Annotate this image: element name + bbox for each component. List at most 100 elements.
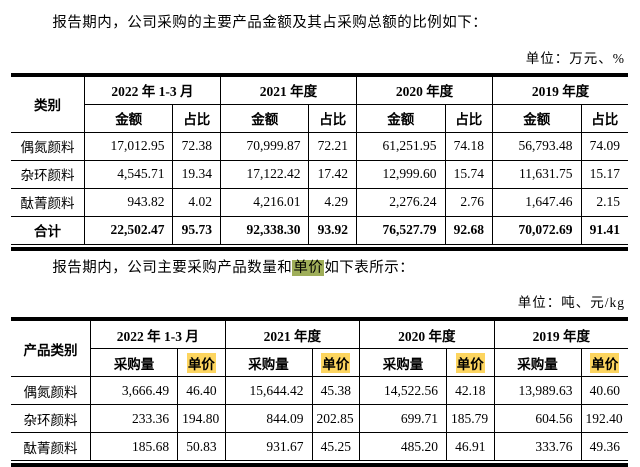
t2-cell: 3,666.49 — [90, 376, 179, 406]
paragraph-2-text: 报告期内，公司主要采购产品数量和 — [52, 259, 293, 276]
highlighted-header-unit-price: 单价 — [186, 352, 216, 373]
t1-cell: 72.38 — [172, 131, 221, 161]
t1-sub-ratio: 占比 — [444, 103, 494, 133]
highlighted-header-unit-price: 单价 — [455, 352, 485, 373]
t1-total-label: 合计 — [11, 215, 85, 245]
t1-cell: 15.74 — [444, 159, 494, 189]
t2-cell: 15,644.42 — [224, 376, 313, 406]
t2-sub-price: 单价 — [580, 348, 628, 378]
t1-cell: 17.42 — [308, 159, 357, 189]
t1-cell: 91.41 — [580, 215, 628, 245]
t1-cell: 17,122.42 — [219, 159, 310, 189]
t2-cell: 46.40 — [177, 376, 226, 406]
purchase-amount-table-wrap: 类别 2022 年 1-3 月 2021 年度 2020 年度 2019 年度 … — [11, 72, 628, 251]
t1-cell: 1,647.46 — [492, 187, 582, 217]
t2-cell: 40.60 — [580, 376, 628, 406]
t2-cell: 202.85 — [311, 404, 361, 434]
t2-cell: 485.20 — [359, 432, 448, 462]
t1-cell: 61,251.95 — [355, 131, 446, 161]
t1-cell: 22,502.47 — [83, 215, 174, 245]
t1-cell: 4.29 — [308, 187, 357, 217]
t2-cell: 604.56 — [493, 404, 582, 434]
table-row: 偶氮颜料 3,666.49 46.40 15,644.42 45.38 14,5… — [11, 376, 628, 406]
t2-cell: 192.40 — [580, 404, 628, 434]
table-row: 偶氮颜料 17,012.95 72.38 70,999.87 72.21 61,… — [11, 131, 628, 161]
t1-cell: 74.18 — [444, 131, 494, 161]
t1-year-2020: 2020 年度 — [355, 76, 494, 105]
t1-cell: 4.02 — [172, 187, 221, 217]
t2-cell: 14,522.56 — [359, 376, 448, 406]
t2-cell: 185.79 — [446, 404, 495, 434]
t1-cell: 76,527.79 — [355, 215, 446, 245]
t1-corner-header: 类别 — [11, 76, 85, 133]
t1-cell: 19.34 — [172, 159, 221, 189]
t1-cell: 17,012.95 — [83, 131, 174, 161]
t2-sub-qty: 采购量 — [359, 348, 448, 378]
t1-sub-amount: 金额 — [84, 103, 174, 133]
t1-cell: 2.76 — [444, 187, 494, 217]
t2-cell: 45.25 — [311, 432, 361, 462]
table-row: 酞菁颜料 185.68 50.83 931.67 45.25 485.20 46… — [11, 432, 628, 462]
t2-cell: 844.09 — [224, 404, 313, 434]
t2-sub-price: 单价 — [311, 348, 361, 378]
t2-row-label: 偶氮颜料 — [11, 376, 92, 406]
table-total-row: 合计 22,502.47 95.73 92,338.30 93.92 76,52… — [11, 215, 628, 245]
t2-row-label: 杂环颜料 — [11, 404, 92, 434]
t1-cell: 92.68 — [444, 215, 494, 245]
t1-cell: 943.82 — [83, 187, 174, 217]
t2-corner-header: 产品类别 — [11, 321, 92, 378]
t1-cell: 74.09 — [580, 131, 628, 161]
t1-sub-amount: 金额 — [492, 103, 582, 133]
t2-cell: 50.83 — [177, 432, 226, 462]
t2-row-label: 酞菁颜料 — [11, 432, 92, 462]
purchase-qty-price-table: 产品类别 2022 年 1-3 月 2021 年度 2020 年度 2019 年… — [11, 321, 628, 462]
t2-cell: 13,989.63 — [493, 376, 582, 406]
purchase-amount-table: 类别 2022 年 1-3 月 2021 年度 2020 年度 2019 年度 … — [11, 76, 628, 245]
t2-sub-qty: 采购量 — [90, 348, 179, 378]
t1-year-2019: 2019 年度 — [492, 76, 628, 105]
t2-cell: 46.91 — [446, 432, 495, 462]
t1-sub-ratio: 占比 — [172, 103, 221, 133]
t1-row-label: 杂环颜料 — [11, 159, 85, 189]
t2-cell: 185.68 — [90, 432, 179, 462]
t2-sub-qty: 采购量 — [493, 348, 582, 378]
t1-row-label: 酞菁颜料 — [11, 187, 85, 217]
t1-row-label: 偶氮颜料 — [11, 131, 85, 161]
t1-cell: 72.21 — [308, 131, 357, 161]
t1-cell: 70,072.69 — [492, 215, 582, 245]
t1-cell: 4,545.71 — [83, 159, 174, 189]
t1-cell: 95.73 — [172, 215, 221, 245]
t1-cell: 2.15 — [580, 187, 628, 217]
t1-cell: 92,338.30 — [219, 215, 310, 245]
t2-cell: 45.38 — [311, 376, 361, 406]
t1-sub-amount: 金额 — [355, 103, 446, 133]
table-row: 杂环颜料 233.36 194.80 844.09 202.85 699.71 … — [11, 404, 628, 434]
highlighted-term-unit-price: 单价 — [292, 259, 325, 276]
unit-note-1: 单位：万元、% — [525, 50, 625, 66]
t1-year-2021: 2021 年度 — [219, 76, 357, 105]
t2-year-2020: 2020 年度 — [359, 321, 495, 350]
t1-sub-ratio: 占比 — [580, 103, 628, 133]
t1-cell: 4,216.01 — [219, 187, 310, 217]
t2-cell: 194.80 — [177, 404, 226, 434]
t1-cell: 11,631.75 — [492, 159, 582, 189]
t2-year-2022: 2022 年 1-3 月 — [90, 321, 226, 350]
highlighted-header-unit-price: 单价 — [321, 352, 351, 373]
intro-paragraph-1: 报告期内，公司采购的主要产品金额及其占采购总额的比例如下： — [52, 15, 488, 31]
t1-cell: 15.17 — [580, 159, 628, 189]
t2-year-2021: 2021 年度 — [224, 321, 361, 350]
t2-sub-price: 单价 — [446, 348, 495, 378]
t1-cell: 56,793.48 — [492, 131, 582, 161]
t2-cell: 42.18 — [446, 376, 495, 406]
table-row: 杂环颜料 4,545.71 19.34 17,122.42 17.42 12,9… — [11, 159, 628, 189]
t1-cell: 93.92 — [308, 215, 357, 245]
highlighted-header-unit-price: 单价 — [590, 352, 620, 373]
table-row: 酞菁颜料 943.82 4.02 4,216.01 4.29 2,276.24 … — [11, 187, 628, 217]
t1-cell: 2,276.24 — [355, 187, 446, 217]
t1-sub-ratio: 占比 — [308, 103, 357, 133]
t2-cell: 699.71 — [359, 404, 448, 434]
t1-year-2022: 2022 年 1-3 月 — [83, 76, 221, 105]
t2-cell: 233.36 — [90, 404, 179, 434]
t2-cell: 931.67 — [224, 432, 313, 462]
